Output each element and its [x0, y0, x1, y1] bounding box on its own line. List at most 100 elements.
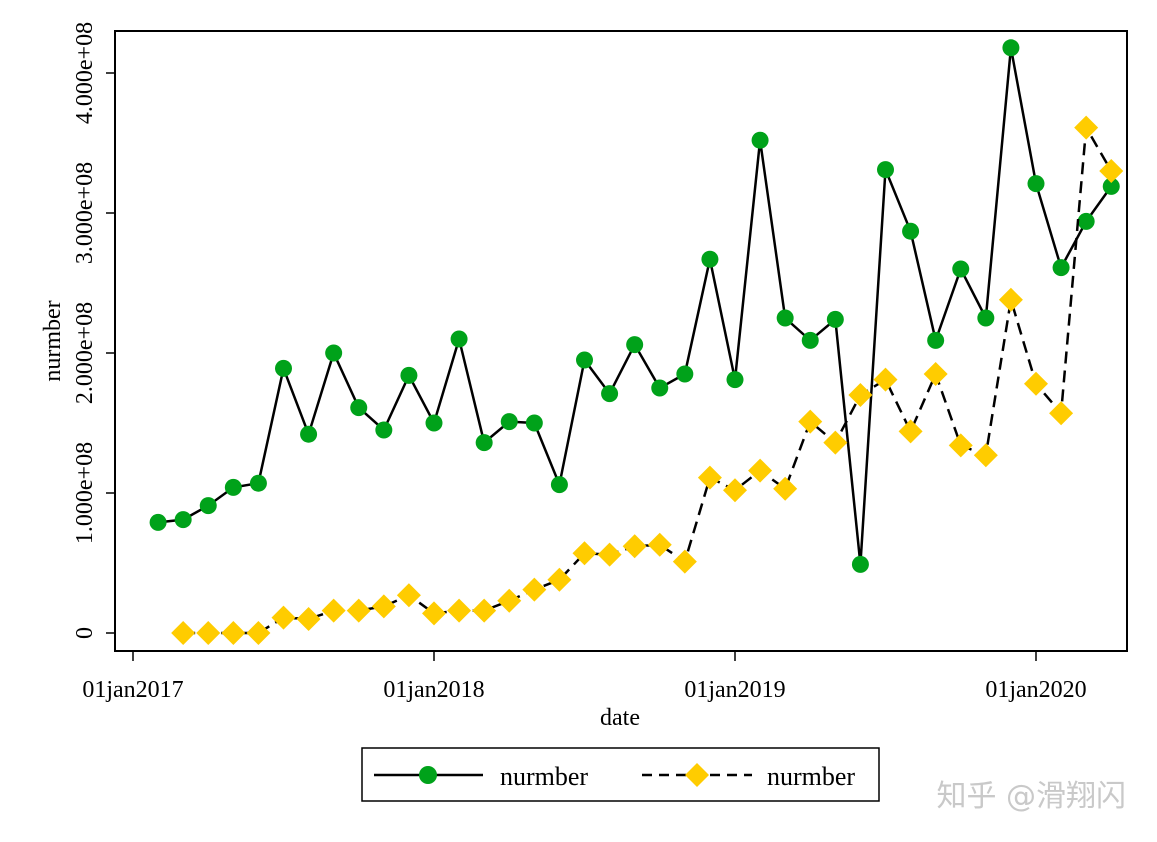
data-point [848, 383, 873, 407]
y-axis-title: nurmber [40, 300, 66, 381]
data-point [346, 598, 371, 623]
data-point [823, 430, 848, 455]
data-point [1052, 259, 1070, 277]
plot-frame [114, 30, 1128, 652]
data-point [948, 433, 973, 458]
legend: nurmber nurmber [361, 747, 880, 802]
data-point [597, 542, 622, 567]
legend-marker-diamond [685, 763, 709, 787]
data-point [1074, 115, 1099, 140]
data-point [973, 443, 998, 468]
data-point [522, 577, 547, 602]
data-point [271, 605, 296, 630]
y-tick-label: 0 [72, 627, 98, 639]
data-point [927, 331, 945, 349]
data-point [877, 161, 894, 179]
data-point [400, 366, 418, 384]
data-point [196, 621, 221, 645]
data-point [748, 458, 773, 483]
data-point [601, 385, 619, 403]
x-tick-label: 01jan2019 [684, 677, 785, 703]
data-point [622, 534, 647, 559]
data-point [425, 414, 443, 432]
data-point [246, 621, 271, 645]
data-point [550, 476, 568, 494]
data-point [396, 583, 421, 608]
data-point [1002, 39, 1020, 57]
data-point [701, 250, 719, 268]
data-point [923, 362, 948, 386]
data-point [626, 336, 644, 354]
data-point [672, 549, 697, 574]
y-axis: 0 1.000e+08 2.000e+08 3.000e+08 4.000e+08 [72, 22, 115, 639]
data-point [723, 478, 747, 503]
data-point [296, 607, 321, 631]
data-point [801, 331, 819, 349]
data-point [221, 621, 246, 645]
x-axis: 01jan2017 01jan2018 01jan2019 01jan2020 [82, 651, 1087, 703]
data-point [547, 567, 572, 592]
data-point [174, 511, 192, 529]
data-point [422, 601, 446, 626]
data-point [798, 409, 823, 434]
data-point [773, 476, 798, 501]
data-point [776, 309, 794, 327]
data-point [1024, 371, 1048, 396]
data-point [375, 421, 393, 439]
series-1 [149, 39, 1120, 573]
y-tick-label: 4.000e+08 [72, 22, 98, 124]
data-point [902, 222, 920, 240]
data-point [450, 330, 468, 348]
x-tick-label: 01jan2018 [383, 677, 484, 703]
data-point [321, 598, 346, 623]
data-point [472, 598, 497, 623]
y-tick-label: 1.000e+08 [72, 442, 98, 544]
data-point [1102, 177, 1120, 195]
data-point [249, 474, 267, 492]
data-point [977, 309, 995, 327]
legend-label-2: nurmber [767, 762, 855, 791]
data-point [497, 588, 522, 613]
series-2 [171, 115, 1124, 645]
data-point [525, 414, 543, 432]
data-point [350, 399, 368, 417]
data-point [998, 287, 1023, 312]
legend-label-1: nurmber [500, 762, 588, 791]
watermark: 知乎 @滑翔闪 [936, 779, 1126, 814]
data-point [576, 351, 593, 369]
x-tick-label: 01jan2017 [82, 677, 183, 703]
data-point [647, 532, 672, 557]
data-point [873, 367, 898, 392]
x-axis-title: date [600, 705, 640, 731]
x-tick-label: 01jan2020 [985, 677, 1086, 703]
data-point [1049, 401, 1074, 426]
data-point [1077, 212, 1095, 230]
data-point [572, 541, 597, 566]
data-point [300, 425, 318, 443]
data-point [325, 344, 343, 362]
data-point [676, 365, 694, 383]
series-layer [149, 39, 1124, 645]
data-point [952, 260, 970, 278]
data-point [199, 497, 217, 515]
legend-marker-circle [419, 766, 437, 784]
data-point [224, 478, 242, 496]
data-point [898, 419, 923, 444]
data-point [171, 621, 196, 645]
data-point [275, 359, 292, 377]
y-tick-label: 2.000e+08 [72, 302, 98, 404]
data-point [447, 598, 472, 623]
data-point [149, 513, 167, 531]
data-point [371, 594, 396, 619]
data-point [726, 371, 744, 389]
data-point [826, 310, 844, 328]
data-point [500, 413, 518, 431]
data-point [1099, 159, 1124, 183]
data-point [851, 555, 869, 573]
data-point [475, 434, 493, 452]
y-tick-label: 3.000e+08 [72, 162, 98, 264]
data-point [651, 379, 669, 397]
data-point [751, 131, 769, 149]
data-point [1027, 175, 1045, 193]
